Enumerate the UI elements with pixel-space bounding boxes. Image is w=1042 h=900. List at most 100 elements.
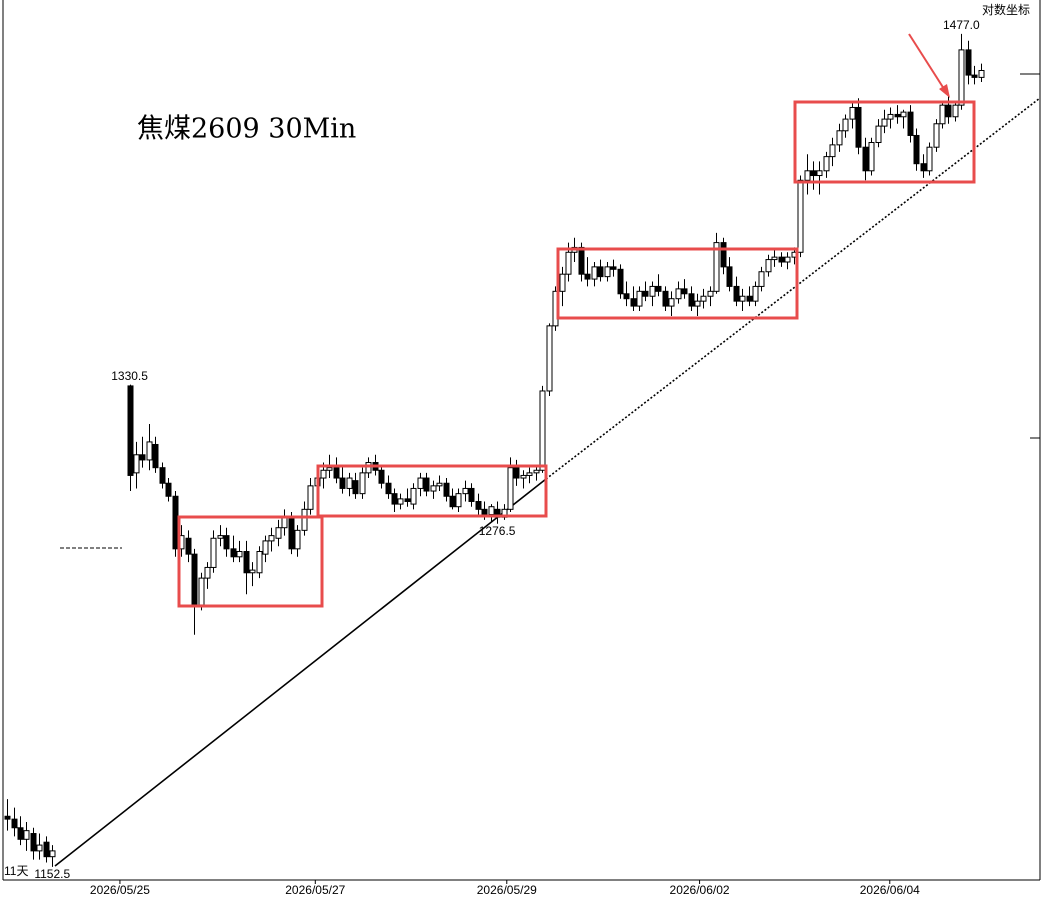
- x-tick-label: 2026/05/27: [285, 883, 345, 897]
- candle-body: [978, 69, 985, 78]
- candle-body: [468, 487, 475, 502]
- candle-body: [488, 506, 495, 516]
- trend-line: [54, 478, 547, 867]
- candle-body: [642, 290, 649, 297]
- candle-body: [397, 498, 404, 505]
- range-box: [177, 515, 324, 608]
- candle-body: [823, 156, 830, 172]
- candle-body: [707, 290, 714, 297]
- candle-body: [23, 830, 30, 840]
- candle-body: [926, 146, 933, 172]
- range-box: [316, 464, 548, 518]
- candle-body: [700, 295, 707, 302]
- price-annotation: 1152.5: [34, 867, 70, 881]
- x-tick-label: 2026/05/29: [477, 883, 537, 897]
- candle-body: [256, 550, 263, 574]
- candle-body: [546, 325, 553, 392]
- candle-body: [210, 537, 217, 568]
- candle-body: [952, 104, 959, 118]
- candle-body: [591, 266, 598, 280]
- arrow-head: [939, 84, 950, 98]
- candle-body: [933, 123, 940, 148]
- candle-body: [920, 163, 927, 172]
- candle-body: [610, 266, 617, 270]
- candle-body: [875, 125, 882, 144]
- candle-body: [243, 550, 250, 574]
- candle-body: [713, 242, 720, 292]
- candle-body: [958, 49, 965, 106]
- candle-body: [475, 500, 482, 510]
- candle-body: [688, 293, 695, 307]
- candle-body: [249, 569, 256, 574]
- candle-body: [49, 850, 56, 858]
- candle-body: [746, 295, 753, 302]
- candle-body: [623, 293, 630, 300]
- candle-body: [236, 550, 243, 558]
- candle-body: [430, 485, 437, 492]
- candle-body: [804, 170, 811, 181]
- candle-body: [726, 266, 733, 287]
- candle-body: [217, 535, 224, 539]
- x-tick-label: 2026/06/04: [860, 883, 920, 897]
- candle-body: [410, 487, 417, 505]
- candle-body: [307, 485, 314, 510]
- candle-body: [913, 134, 920, 165]
- candle-body: [133, 454, 140, 474]
- candle-body: [159, 467, 166, 484]
- candle-body: [565, 251, 572, 275]
- candle-body: [855, 106, 862, 148]
- candle-body: [165, 482, 172, 497]
- candle-body: [836, 130, 843, 146]
- candle-body: [275, 527, 282, 539]
- candle-body: [481, 508, 488, 516]
- candle-body: [462, 487, 469, 495]
- candle-body: [352, 480, 359, 495]
- candle-body: [849, 106, 856, 120]
- candle-body: [404, 498, 411, 502]
- candle-body: [172, 495, 179, 550]
- candle-body: [675, 288, 682, 300]
- candle-body: [326, 467, 333, 471]
- candle-body: [320, 469, 327, 479]
- candle-body: [655, 285, 662, 292]
- candle-body: [43, 841, 50, 858]
- candle-body: [894, 113, 901, 118]
- candle-body: [971, 74, 978, 78]
- candle-body: [816, 170, 823, 177]
- x-tick-label: 2026/05/25: [90, 883, 150, 897]
- candle-body: [720, 242, 727, 268]
- price-annotation: 1330.5: [111, 369, 148, 383]
- candle-body: [17, 827, 24, 840]
- candle-body: [507, 467, 514, 510]
- candle-body: [204, 566, 211, 579]
- candle-body: [752, 285, 759, 302]
- candle-body: [636, 290, 643, 307]
- candle-body: [365, 462, 372, 474]
- candle-body: [559, 273, 566, 292]
- candle-body: [842, 118, 849, 132]
- candle-body: [185, 537, 192, 555]
- candle-body: [539, 390, 546, 471]
- candle-body: [423, 477, 430, 492]
- price-annotation: 1276.5: [479, 524, 516, 538]
- chart-title: 焦煤2609 30Min: [137, 114, 356, 145]
- candle-body: [378, 469, 385, 484]
- candle-body: [578, 246, 585, 275]
- candle-body: [11, 818, 18, 829]
- candle-body: [146, 441, 153, 461]
- candle-body: [533, 469, 540, 474]
- candle-body: [765, 259, 772, 273]
- candles: [4, 33, 985, 867]
- candle-body: [810, 170, 817, 177]
- candle-body: [152, 443, 159, 469]
- candle-body: [391, 493, 398, 505]
- candle-body: [443, 482, 450, 497]
- candle-body: [230, 548, 237, 558]
- candle-body: [881, 118, 888, 127]
- candle-body: [784, 256, 791, 263]
- candle-body: [520, 474, 527, 479]
- candle-body: [649, 285, 656, 297]
- candle-body: [359, 472, 366, 495]
- scale-label: 对数坐标: [982, 2, 1030, 17]
